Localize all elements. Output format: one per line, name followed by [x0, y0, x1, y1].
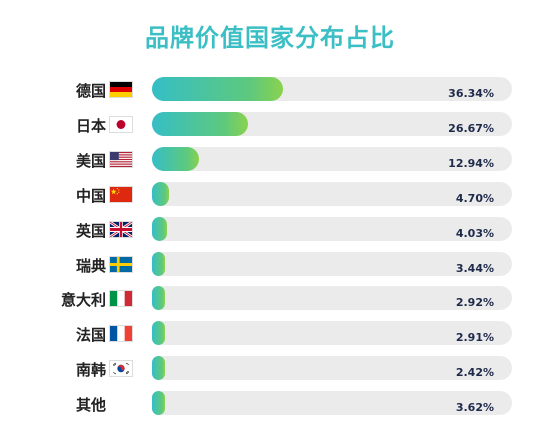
category-label: 法国 — [75, 326, 106, 345]
value-label: 2.92% — [455, 296, 494, 310]
japan-flag — [109, 115, 133, 133]
bar-track: 2.42% — [152, 356, 512, 381]
category-label: 南韩 — [75, 361, 106, 380]
value-label: 4.70% — [455, 191, 494, 205]
china-flag — [109, 185, 133, 203]
value-label: 2.91% — [455, 331, 494, 345]
bar — [152, 216, 167, 241]
bar — [152, 286, 165, 311]
italy-flag — [109, 290, 133, 308]
bar-row: 其他 3.62% — [0, 386, 540, 421]
value-label: 3.62% — [455, 401, 494, 415]
bar-row: 法国 2.91% — [0, 316, 540, 351]
bar — [152, 321, 165, 346]
korea-flag — [109, 360, 133, 378]
germany-flag — [109, 81, 133, 98]
bar-row: 意大利 2.92% — [0, 281, 540, 316]
bar — [152, 111, 248, 136]
category-label: 美国 — [75, 151, 106, 170]
category-label: 中国 — [75, 186, 106, 205]
value-label: 3.44% — [455, 261, 494, 275]
bar-row: 中国 4.70% — [0, 177, 540, 212]
value-label: 2.42% — [455, 366, 494, 380]
category-label: 意大利 — [60, 291, 106, 310]
bar — [152, 181, 169, 206]
bar — [152, 251, 165, 276]
category-label: 日本 — [75, 116, 106, 135]
bar-row: 英国 4.03% — [0, 212, 540, 247]
france-flag — [109, 325, 133, 343]
bar-row: 南韩 2.42% — [0, 351, 540, 386]
bar — [152, 391, 166, 416]
bar-row: 瑞典 3.44% — [0, 247, 540, 282]
category-label: 瑞典 — [75, 256, 106, 275]
value-label: 26.67% — [448, 121, 494, 135]
bar-track: 26.67% — [152, 111, 512, 136]
category-label: 其他 — [75, 396, 106, 415]
value-label: 4.03% — [455, 226, 494, 240]
bar-track: 4.70% — [152, 181, 512, 206]
category-label: 英国 — [75, 221, 106, 240]
sweden-flag — [109, 255, 133, 273]
bar-row: 美国 12.94% — [0, 142, 540, 177]
bar-track: 4.03% — [152, 216, 512, 241]
bar-track: 12.94% — [152, 146, 512, 171]
bar — [152, 356, 165, 381]
uk-flag — [109, 220, 133, 238]
bar-track: 2.91% — [152, 321, 512, 346]
bar-track: 3.62% — [152, 391, 512, 416]
category-label: 德国 — [75, 82, 106, 100]
bar-track: 3.44% — [152, 251, 512, 276]
value-label: 36.34% — [448, 87, 494, 100]
bar-row: 日本 26.67% — [0, 107, 540, 142]
bar — [152, 77, 283, 101]
bar-track: 2.92% — [152, 286, 512, 311]
bar-track: 36.34% — [152, 77, 512, 101]
bar — [152, 146, 199, 171]
chart-title: 品牌价值国家分布占比 — [145, 24, 395, 52]
bar-row: 德国 36.34% — [0, 72, 540, 107]
usa-flag — [109, 150, 133, 168]
value-label: 12.94% — [448, 156, 494, 170]
